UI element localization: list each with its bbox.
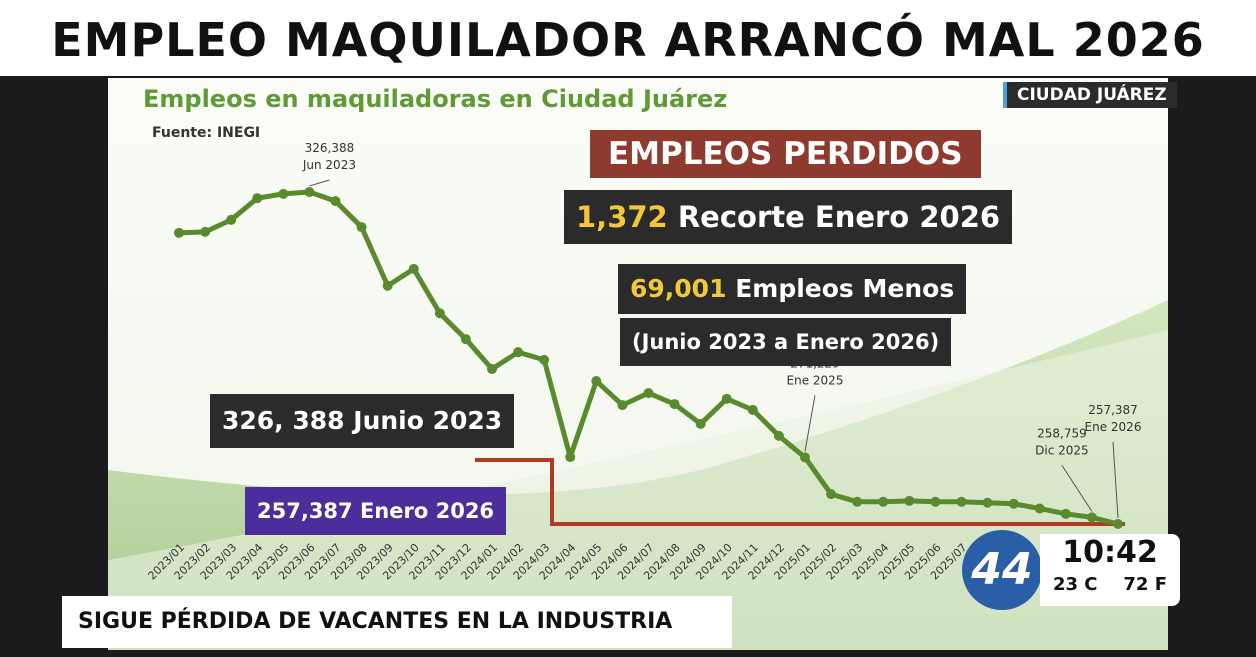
value-label: 257,387 [1088, 403, 1138, 417]
point [252, 193, 263, 204]
point [956, 496, 967, 507]
location-tag: CIUDAD JUÁREZ [1003, 82, 1177, 108]
point [878, 496, 889, 507]
temp-c: 23 C [1052, 574, 1098, 595]
background-swoosh [108, 330, 1168, 650]
cut-value: 1,372 [576, 200, 668, 234]
value-label: 258,759 [1037, 426, 1087, 440]
value-note: Ene 2025 [787, 373, 844, 387]
value-note: Ene 2026 [1085, 420, 1142, 434]
point [1086, 512, 1097, 523]
chart-source: Fuente: INEGI [152, 125, 260, 141]
point [1034, 503, 1045, 514]
period-box: (Junio 2023 a Enero 2026) [620, 318, 952, 366]
point [747, 404, 758, 415]
peak-box: 326, 388 Junio 2023 [210, 394, 515, 448]
point [330, 196, 341, 207]
label-leader [804, 395, 816, 452]
label-leader [1061, 465, 1093, 512]
channel-logo: 44 [962, 530, 1042, 610]
latest-box: 257,387 Enero 2026 [245, 487, 507, 535]
point [408, 263, 419, 274]
point [669, 399, 680, 410]
value-note: Dic 2025 [1035, 443, 1089, 457]
cut-text: Recorte Enero 2026 [677, 200, 1001, 234]
point [617, 400, 628, 411]
point [304, 187, 315, 197]
point [487, 364, 497, 375]
clock-box: 10:42 23 C 72 F [1040, 534, 1180, 606]
point [721, 393, 732, 404]
point [1113, 519, 1123, 529]
point [278, 188, 289, 199]
point [930, 496, 941, 507]
lost-jobs-heading: EMPLEOS PERDIDOS [590, 130, 981, 178]
chart-title: Empleos en maquiladoras en Ciudad Juárez [143, 85, 727, 113]
lower-third: SIGUE PÉRDIDA DE VACANTES EN LA INDUSTRI… [62, 596, 732, 648]
point [539, 354, 550, 365]
point [200, 226, 211, 237]
point [356, 222, 367, 233]
point [382, 280, 393, 291]
value-note: Jun 2023 [302, 158, 356, 172]
temp-f: 72 F [1123, 574, 1168, 595]
point [174, 227, 184, 238]
clock-time: 10:42 [1062, 535, 1158, 570]
loss-text: Empleos Menos [735, 274, 955, 303]
weather: 23 C 72 F [1040, 572, 1180, 598]
label-leader [1112, 441, 1119, 519]
cut-box: 1,372 Recorte Enero 2026 [564, 190, 1013, 244]
loss-box: 69,001 Empleos Menos [618, 264, 967, 314]
point [643, 388, 654, 399]
point [513, 347, 524, 358]
point [852, 496, 863, 507]
point [904, 495, 915, 506]
point [565, 452, 576, 463]
label-leader [309, 179, 330, 187]
point [982, 497, 993, 508]
headline-title: EMPLEO MAQUILADOR ARRANCÓ MAL 2026 [0, 0, 1256, 76]
point [226, 214, 237, 225]
point [800, 452, 810, 463]
loss-value: 69,001 [630, 274, 727, 303]
value-label: 326,388 [305, 141, 355, 155]
point [826, 489, 837, 500]
drop-indicator [475, 458, 1125, 526]
point [591, 376, 602, 387]
point [1060, 508, 1071, 519]
point [773, 430, 784, 441]
point [1008, 498, 1019, 509]
point [695, 418, 706, 429]
point [434, 308, 445, 319]
point [460, 334, 471, 345]
